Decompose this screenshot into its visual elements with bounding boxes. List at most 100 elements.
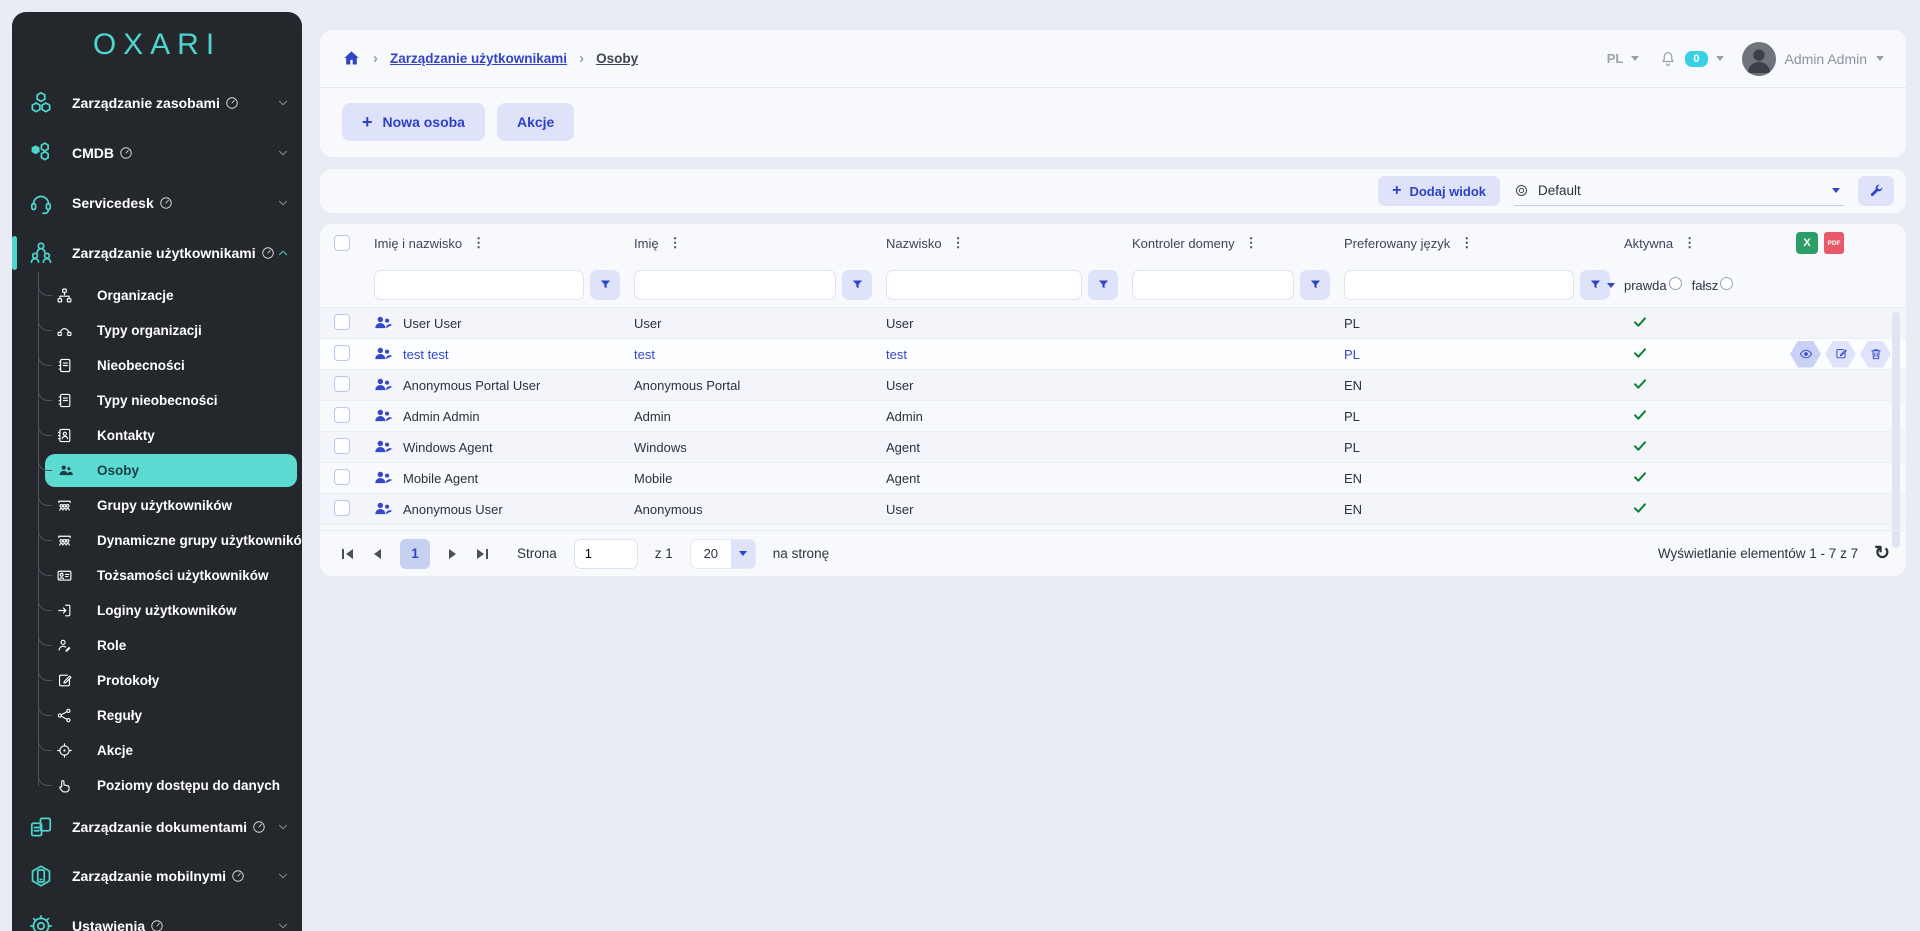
last-page-button[interactable] <box>471 543 494 565</box>
contact-book-icon <box>57 428 71 443</box>
per-page-label: na stronę <box>772 546 830 561</box>
sidebar-item-typy-nieobecnosci[interactable]: Typy nieobecności <box>12 383 302 418</box>
filter-last-name-input[interactable] <box>886 269 1082 300</box>
column-menu-icon[interactable] <box>669 235 683 251</box>
radio-false[interactable] <box>1720 276 1734 290</box>
sidebar-item-reguly[interactable]: Reguły <box>12 698 302 733</box>
sidebar-item-nieobecnosci[interactable]: Nieobecności <box>12 348 302 383</box>
table-vertical-scrollbar[interactable] <box>1892 312 1900 548</box>
excel-export-icon[interactable]: X <box>1796 232 1818 254</box>
target-icon <box>57 743 72 758</box>
sidebar-item-zarzadzanie-uzytkownikami[interactable]: Zarządzanie użytkownikami <box>12 228 302 278</box>
home-icon[interactable] <box>342 49 361 68</box>
sidebar-item-typy-organizacji[interactable]: Typy organizacji <box>12 313 302 348</box>
filter-funnel-button[interactable] <box>1300 269 1330 300</box>
pdf-export-icon[interactable]: PDF <box>1824 232 1844 254</box>
table-row[interactable]: User User User User PL <box>320 308 1906 339</box>
page-size-select[interactable]: 20 <box>689 538 756 569</box>
sidebar-item-zarzadzanie-mobilnymi[interactable]: Zarządzanie mobilnymi <box>12 851 302 901</box>
column-menu-icon[interactable] <box>1460 235 1474 251</box>
row-checkbox[interactable] <box>334 468 350 485</box>
main-content: › Zarządzanie użytkownikami › Osoby PL 0 <box>320 0 1906 931</box>
filter-funnel-button[interactable] <box>842 269 872 300</box>
sidebar-item-zarzadzanie-dokumentami[interactable]: Zarządzanie dokumentami <box>12 803 302 851</box>
page-number-input[interactable] <box>573 538 638 569</box>
filter-first-name-input[interactable] <box>634 269 836 300</box>
sidebar-item-loginy[interactable]: Loginy użytkowników <box>12 593 302 628</box>
delete-row-button[interactable] <box>1860 340 1891 368</box>
view-selector[interactable]: Default <box>1514 176 1844 206</box>
column-menu-icon[interactable] <box>472 235 486 251</box>
person-group-icon <box>375 409 393 422</box>
filter-language-select[interactable] <box>1344 269 1574 300</box>
row-checkbox[interactable] <box>334 313 350 330</box>
cell-first-name: test <box>634 346 655 362</box>
table-row[interactable]: Anonymous Portal User Anonymous Portal U… <box>320 370 1906 401</box>
sidebar-item-poziomy-dostepu[interactable]: Poziomy dostępu do danych <box>12 768 302 803</box>
prev-page-button[interactable] <box>368 543 387 565</box>
cell-last-name: User <box>886 315 914 331</box>
table-row[interactable]: Mobile Agent Mobile Agent EN <box>320 463 1906 494</box>
active-check-icon <box>1634 316 1646 327</box>
row-checkbox[interactable] <box>334 344 350 361</box>
filter-funnel-button[interactable] <box>1580 269 1610 300</box>
select-all-checkbox[interactable] <box>334 235 350 251</box>
row-checkbox[interactable] <box>334 375 350 392</box>
current-page-pill[interactable]: 1 <box>400 538 430 569</box>
sidebar-item-grupy-uzytkownikow[interactable]: Grupy użytkowników <box>12 488 302 523</box>
next-page-button[interactable] <box>443 543 462 565</box>
sidebar-item-cmdb[interactable]: CMDB <box>12 128 302 178</box>
active-check-icon <box>1634 378 1646 389</box>
add-view-button[interactable]: Dodaj widok <box>1378 176 1500 206</box>
view-settings-button[interactable] <box>1858 176 1894 206</box>
sidebar-item-label: Zarządzanie użytkownikami <box>72 245 256 261</box>
cell-full-name: Admin Admin <box>403 408 480 424</box>
row-checkbox[interactable] <box>334 406 350 423</box>
filter-domain-input[interactable] <box>1132 269 1294 300</box>
filter-full-name-input[interactable] <box>374 269 584 300</box>
filter-funnel-button[interactable] <box>1088 269 1118 300</box>
language-selector[interactable]: PL <box>1607 51 1640 66</box>
cell-first-name: Anonymous Portal <box>634 377 741 393</box>
breadcrumb-link-users[interactable]: Zarządzanie użytkownikami <box>390 51 568 66</box>
cell-language: PL <box>1344 346 1360 362</box>
sidebar-item-kontakty[interactable]: Kontakty <box>12 418 302 453</box>
sidebar-item-tozsamosci[interactable]: Tożsamości użytkowników <box>12 558 302 593</box>
view-row-button[interactable] <box>1790 340 1821 368</box>
breadcrumb-current[interactable]: Osoby <box>596 51 639 66</box>
sidebar-item-servicedesk[interactable]: Servicedesk <box>12 178 302 228</box>
new-person-button[interactable]: Nowa osoba <box>342 103 485 141</box>
user-menu[interactable]: Admin Admin <box>1734 41 1884 76</box>
sidebar-item-label: Ustawienia <box>72 918 146 931</box>
eye-icon <box>1799 349 1812 359</box>
column-menu-icon[interactable] <box>1245 235 1259 251</box>
radio-true[interactable] <box>1668 276 1682 290</box>
person-group-icon <box>375 471 393 484</box>
column-menu-icon[interactable] <box>1683 235 1697 251</box>
refresh-icon[interactable] <box>1874 544 1890 563</box>
filter-funnel-button[interactable] <box>590 269 620 300</box>
edit-row-button[interactable] <box>1825 340 1856 368</box>
active-check-icon <box>1634 440 1646 451</box>
user-group-frame-icon <box>58 535 71 546</box>
sidebar-item-dynamiczne-grupy[interactable]: Dynamiczne grupy użytkowników <box>12 523 302 558</box>
table-row[interactable]: Admin Admin Admin Admin PL <box>320 401 1906 432</box>
column-menu-icon[interactable] <box>952 235 966 251</box>
sidebar-item-zarzadzanie-zasobami[interactable]: Zarządzanie zasobami <box>12 78 302 128</box>
sidebar-item-role[interactable]: Role <box>12 628 302 663</box>
row-checkbox[interactable] <box>334 437 350 454</box>
actions-button[interactable]: Akcje <box>496 103 575 141</box>
table-header-row: Imię i nazwisko Imię Nazwisko Kontroler … <box>320 224 1906 262</box>
sidebar-item-organizacje[interactable]: Organizacje <box>12 278 302 313</box>
first-page-button[interactable] <box>336 543 359 565</box>
table-row[interactable]: test test test test PL <box>320 339 1906 370</box>
sidebar-item-ustawienia[interactable]: Ustawienia <box>12 901 302 931</box>
table-row[interactable]: Anonymous User Anonymous User EN <box>320 494 1906 525</box>
row-checkbox[interactable] <box>334 499 350 516</box>
mobile-device-icon <box>31 865 51 887</box>
notifications-menu[interactable]: 0 <box>1649 50 1724 68</box>
table-row[interactable]: Windows Agent Windows Agent PL <box>320 432 1906 463</box>
sidebar-item-osoby[interactable]: Osoby <box>12 453 302 488</box>
sidebar-item-akcje[interactable]: Akcje <box>12 733 302 768</box>
sidebar-item-protokoly[interactable]: Protokoły <box>12 663 302 698</box>
